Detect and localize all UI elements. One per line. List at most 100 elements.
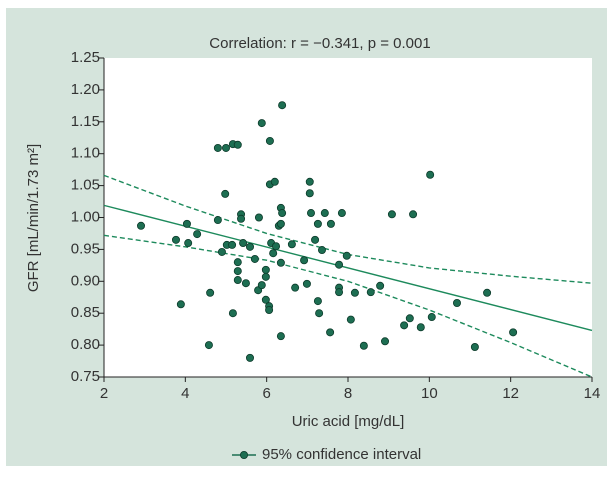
legend-marker bbox=[239, 450, 248, 459]
point bbox=[509, 328, 518, 337]
point bbox=[233, 258, 242, 267]
y-tick-label: 1.10 bbox=[71, 145, 100, 162]
point bbox=[350, 288, 359, 297]
point bbox=[261, 265, 270, 274]
point bbox=[278, 209, 287, 218]
chart-title: Correlation: r = −0.341, p = 0.001 bbox=[209, 35, 430, 52]
point bbox=[217, 247, 226, 256]
point bbox=[335, 288, 344, 297]
y-tick-label: 0.75 bbox=[71, 368, 100, 385]
point bbox=[184, 239, 193, 248]
point bbox=[483, 288, 492, 297]
point bbox=[171, 235, 180, 244]
point bbox=[276, 332, 285, 341]
point bbox=[278, 101, 287, 110]
point bbox=[427, 313, 436, 322]
point bbox=[237, 214, 246, 223]
point bbox=[137, 221, 146, 230]
x-tick-label: 14 bbox=[584, 385, 601, 402]
x-tick-label: 12 bbox=[502, 385, 519, 402]
point bbox=[221, 189, 230, 198]
point bbox=[346, 315, 355, 324]
y-tick-label: 0.80 bbox=[71, 336, 100, 353]
point bbox=[405, 314, 414, 323]
point bbox=[233, 267, 242, 276]
point bbox=[287, 240, 296, 249]
x-tick-label: 10 bbox=[421, 385, 438, 402]
x-tick-label: 4 bbox=[181, 385, 189, 402]
point bbox=[276, 219, 285, 228]
point bbox=[176, 300, 185, 309]
y-tick-label: 1.25 bbox=[71, 49, 100, 66]
point bbox=[326, 328, 335, 337]
point bbox=[311, 235, 320, 244]
point bbox=[313, 219, 322, 228]
point bbox=[400, 321, 409, 330]
point bbox=[359, 341, 368, 350]
point bbox=[426, 170, 435, 179]
point bbox=[265, 136, 274, 145]
point bbox=[221, 143, 230, 152]
point bbox=[326, 219, 335, 228]
point bbox=[302, 279, 311, 288]
point bbox=[261, 272, 270, 281]
point bbox=[206, 288, 215, 297]
point bbox=[213, 143, 222, 152]
point bbox=[366, 288, 375, 297]
point bbox=[416, 323, 425, 332]
point bbox=[254, 213, 263, 222]
y-axis-label: GFR [mL/min/1.73 m²] bbox=[25, 144, 42, 292]
point bbox=[276, 258, 285, 267]
point bbox=[245, 242, 254, 251]
point bbox=[204, 341, 213, 350]
point bbox=[300, 256, 309, 265]
x-tick-label: 2 bbox=[100, 385, 108, 402]
point bbox=[452, 298, 461, 307]
point bbox=[376, 281, 385, 290]
point bbox=[305, 177, 314, 186]
point bbox=[470, 343, 479, 352]
y-tick-label: 0.85 bbox=[71, 304, 100, 321]
point bbox=[272, 242, 281, 251]
point bbox=[182, 219, 191, 228]
point bbox=[337, 209, 346, 218]
plot-area bbox=[104, 58, 592, 377]
point bbox=[305, 189, 314, 198]
point bbox=[269, 249, 278, 258]
point bbox=[320, 209, 329, 218]
y-tick-label: 1.00 bbox=[71, 208, 100, 225]
point bbox=[228, 240, 237, 249]
point bbox=[265, 306, 274, 315]
point bbox=[257, 281, 266, 290]
y-tick-label: 0.90 bbox=[71, 272, 100, 289]
point bbox=[233, 276, 242, 285]
ci-line bbox=[103, 234, 593, 378]
point bbox=[387, 210, 396, 219]
y-tick-label: 1.15 bbox=[71, 113, 100, 130]
x-tick-label: 8 bbox=[344, 385, 352, 402]
point bbox=[228, 309, 237, 318]
y-tick-label: 1.05 bbox=[71, 177, 100, 194]
point bbox=[257, 119, 266, 128]
point bbox=[241, 279, 250, 288]
point bbox=[315, 309, 324, 318]
point bbox=[213, 216, 222, 225]
point bbox=[193, 230, 202, 239]
legend-label: 95% confidence interval bbox=[262, 446, 421, 463]
point bbox=[233, 140, 242, 149]
x-axis-label: Uric acid [mg/dL] bbox=[292, 413, 405, 430]
point bbox=[409, 210, 418, 219]
x-tick-label: 6 bbox=[262, 385, 270, 402]
y-tick-label: 1.20 bbox=[71, 81, 100, 98]
point bbox=[342, 251, 351, 260]
point bbox=[306, 209, 315, 218]
point bbox=[250, 254, 259, 263]
point bbox=[239, 239, 248, 248]
point bbox=[245, 353, 254, 362]
y-tick-label: 0.95 bbox=[71, 240, 100, 257]
point bbox=[270, 177, 279, 186]
point bbox=[317, 246, 326, 255]
point bbox=[261, 295, 270, 304]
point bbox=[313, 297, 322, 306]
